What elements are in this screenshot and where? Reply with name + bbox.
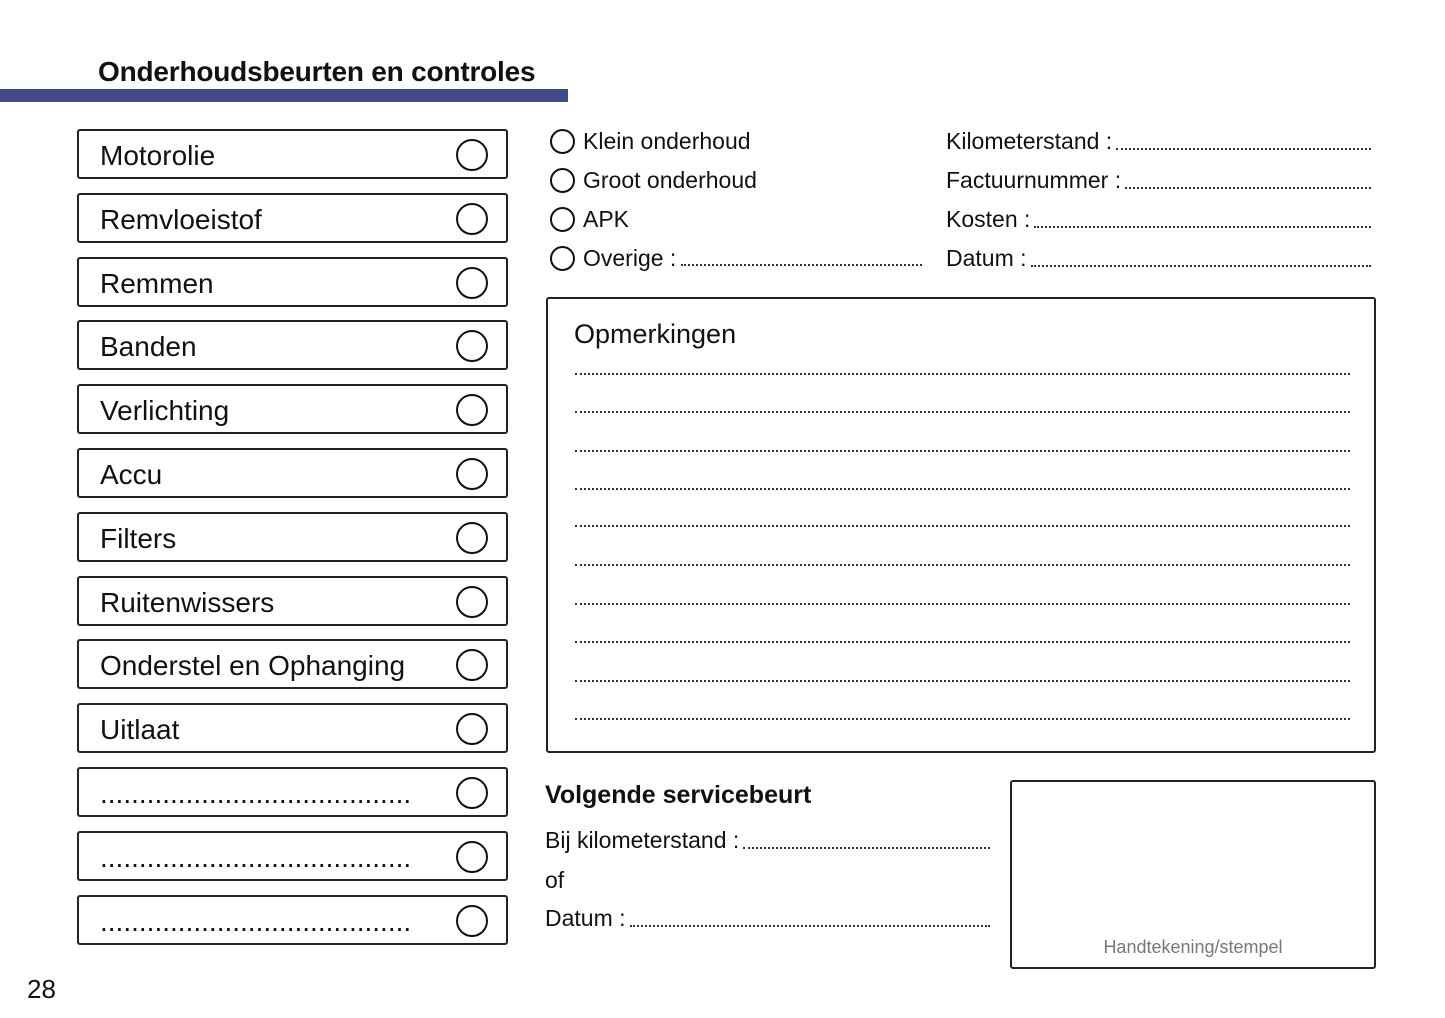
- checklist-item-label: Accu: [100, 459, 163, 490]
- field-label: Datum :: [946, 245, 1027, 271]
- checklist-item[interactable]: Remmen: [77, 256, 508, 307]
- radio-circle[interactable]: [550, 207, 575, 232]
- checklist-item-label: Uitlaat: [100, 714, 180, 746]
- checklist-item-label: ........................................: [100, 841, 412, 873]
- checklist-item[interactable]: Uitlaat: [77, 703, 508, 754]
- or-label: of: [545, 867, 565, 893]
- radio-circle[interactable]: [550, 246, 575, 271]
- dotted-line: [1125, 187, 1371, 189]
- remarks-line[interactable]: [575, 373, 1350, 375]
- checkbox-circle[interactable]: [456, 202, 488, 235]
- next-service-title: Volgende servicebeurt: [545, 781, 812, 809]
- remarks-line[interactable]: [575, 680, 1350, 682]
- checklist-item[interactable]: Ruitenwissers: [77, 575, 508, 626]
- checkbox-circle[interactable]: [456, 139, 488, 171]
- title-accent-bar: [0, 89, 568, 102]
- dotted-line: [629, 925, 990, 927]
- checklist-item-label: Ruitenwissers: [100, 586, 275, 618]
- checklist-item-label: Remvloeistof: [100, 203, 262, 235]
- checkbox-circle[interactable]: [456, 585, 488, 618]
- option-label: APK: [583, 206, 630, 232]
- checklist-item[interactable]: Motorolie: [77, 129, 508, 179]
- dotted-line: [1034, 226, 1371, 228]
- remarks-line[interactable]: [575, 641, 1350, 643]
- remarks-line[interactable]: [575, 603, 1350, 605]
- remarks-line[interactable]: [575, 525, 1350, 527]
- dotted-line: [743, 847, 990, 849]
- checklist-item[interactable]: Banden: [77, 320, 508, 371]
- dotted-line: [1116, 148, 1371, 150]
- remarks-line[interactable]: [575, 564, 1350, 566]
- next-km-label: Bij kilometerstand :: [545, 827, 740, 853]
- service-field[interactable]: Kosten :: [946, 206, 1371, 233]
- checklist-item-label: Onderstel en Ophanging: [100, 650, 406, 682]
- checkbox-circle[interactable]: [456, 394, 488, 427]
- checklist-item-label: Banden: [100, 331, 197, 363]
- option-label: Overige :: [583, 245, 677, 271]
- checklist-item[interactable]: Onderstel en Ophanging: [77, 639, 508, 690]
- checkbox-circle[interactable]: [456, 904, 488, 937]
- remarks-line[interactable]: [575, 718, 1350, 720]
- radio-circle[interactable]: [550, 168, 575, 193]
- checklist-item[interactable]: Filters: [77, 511, 508, 562]
- checklist-item-label: Filters: [100, 522, 177, 554]
- checkbox-circle[interactable]: [456, 330, 488, 363]
- checkbox-circle[interactable]: [456, 713, 488, 746]
- remarks-line[interactable]: [575, 450, 1350, 452]
- page-title: Onderhoudsbeurten en controles: [98, 56, 536, 87]
- checklist-item[interactable]: ........................................: [77, 894, 508, 945]
- next-km-field[interactable]: Bij kilometerstand :: [545, 827, 990, 854]
- radio-circle[interactable]: [550, 129, 575, 154]
- checklist-item-label: Remmen: [100, 267, 214, 299]
- dotted-line: [1030, 265, 1371, 267]
- checklist-item-label: Verlichting: [100, 395, 230, 427]
- field-label: Factuurnummer :: [946, 167, 1122, 193]
- checklist-item-label: ........................................: [100, 778, 412, 809]
- field-label: Kosten :: [946, 206, 1031, 232]
- service-field[interactable]: Datum :: [946, 245, 1371, 272]
- checklist-item[interactable]: Remvloeistof: [77, 192, 508, 243]
- option-label: Klein onderhoud: [583, 128, 751, 154]
- next-date-label: Datum :: [545, 905, 626, 931]
- remarks-title: Opmerkingen: [574, 319, 737, 349]
- service-type-option[interactable]: Groot onderhoud: [550, 167, 757, 194]
- checklist-item-label: ........................................: [100, 905, 412, 937]
- service-field[interactable]: Factuurnummer :: [946, 167, 1371, 194]
- service-type-option[interactable]: Klein onderhoud: [550, 128, 751, 155]
- option-label: Groot onderhoud: [583, 167, 757, 193]
- remarks-line[interactable]: [575, 488, 1350, 490]
- signature-stamp-box[interactable]: Handtekening/stempel: [1010, 780, 1376, 969]
- page-number: 28: [27, 974, 56, 1004]
- service-field[interactable]: Kilometerstand :: [946, 128, 1371, 155]
- service-type-option[interactable]: APK: [550, 206, 629, 233]
- service-type-option[interactable]: Overige :: [550, 245, 922, 272]
- remarks-line[interactable]: [575, 411, 1350, 413]
- field-label: Kilometerstand :: [946, 128, 1113, 154]
- checklist-item-label: Motorolie: [100, 140, 216, 171]
- remarks-box: Opmerkingen: [546, 297, 1376, 753]
- checkbox-circle[interactable]: [456, 458, 488, 490]
- dotted-line: [681, 264, 922, 266]
- checklist-item[interactable]: Accu: [77, 448, 508, 498]
- next-date-field[interactable]: Datum :: [545, 905, 990, 932]
- stamp-label: Handtekening/stempel: [1103, 937, 1283, 957]
- checkbox-circle[interactable]: [456, 266, 488, 299]
- checkbox-circle[interactable]: [456, 521, 488, 554]
- checkbox-circle[interactable]: [456, 777, 488, 809]
- checklist-item[interactable]: ........................................: [77, 767, 508, 817]
- checkbox-circle[interactable]: [456, 649, 488, 682]
- checkbox-circle[interactable]: [456, 840, 488, 873]
- checklist-item[interactable]: Verlichting: [77, 384, 508, 435]
- checklist-item[interactable]: ........................................: [77, 830, 508, 881]
